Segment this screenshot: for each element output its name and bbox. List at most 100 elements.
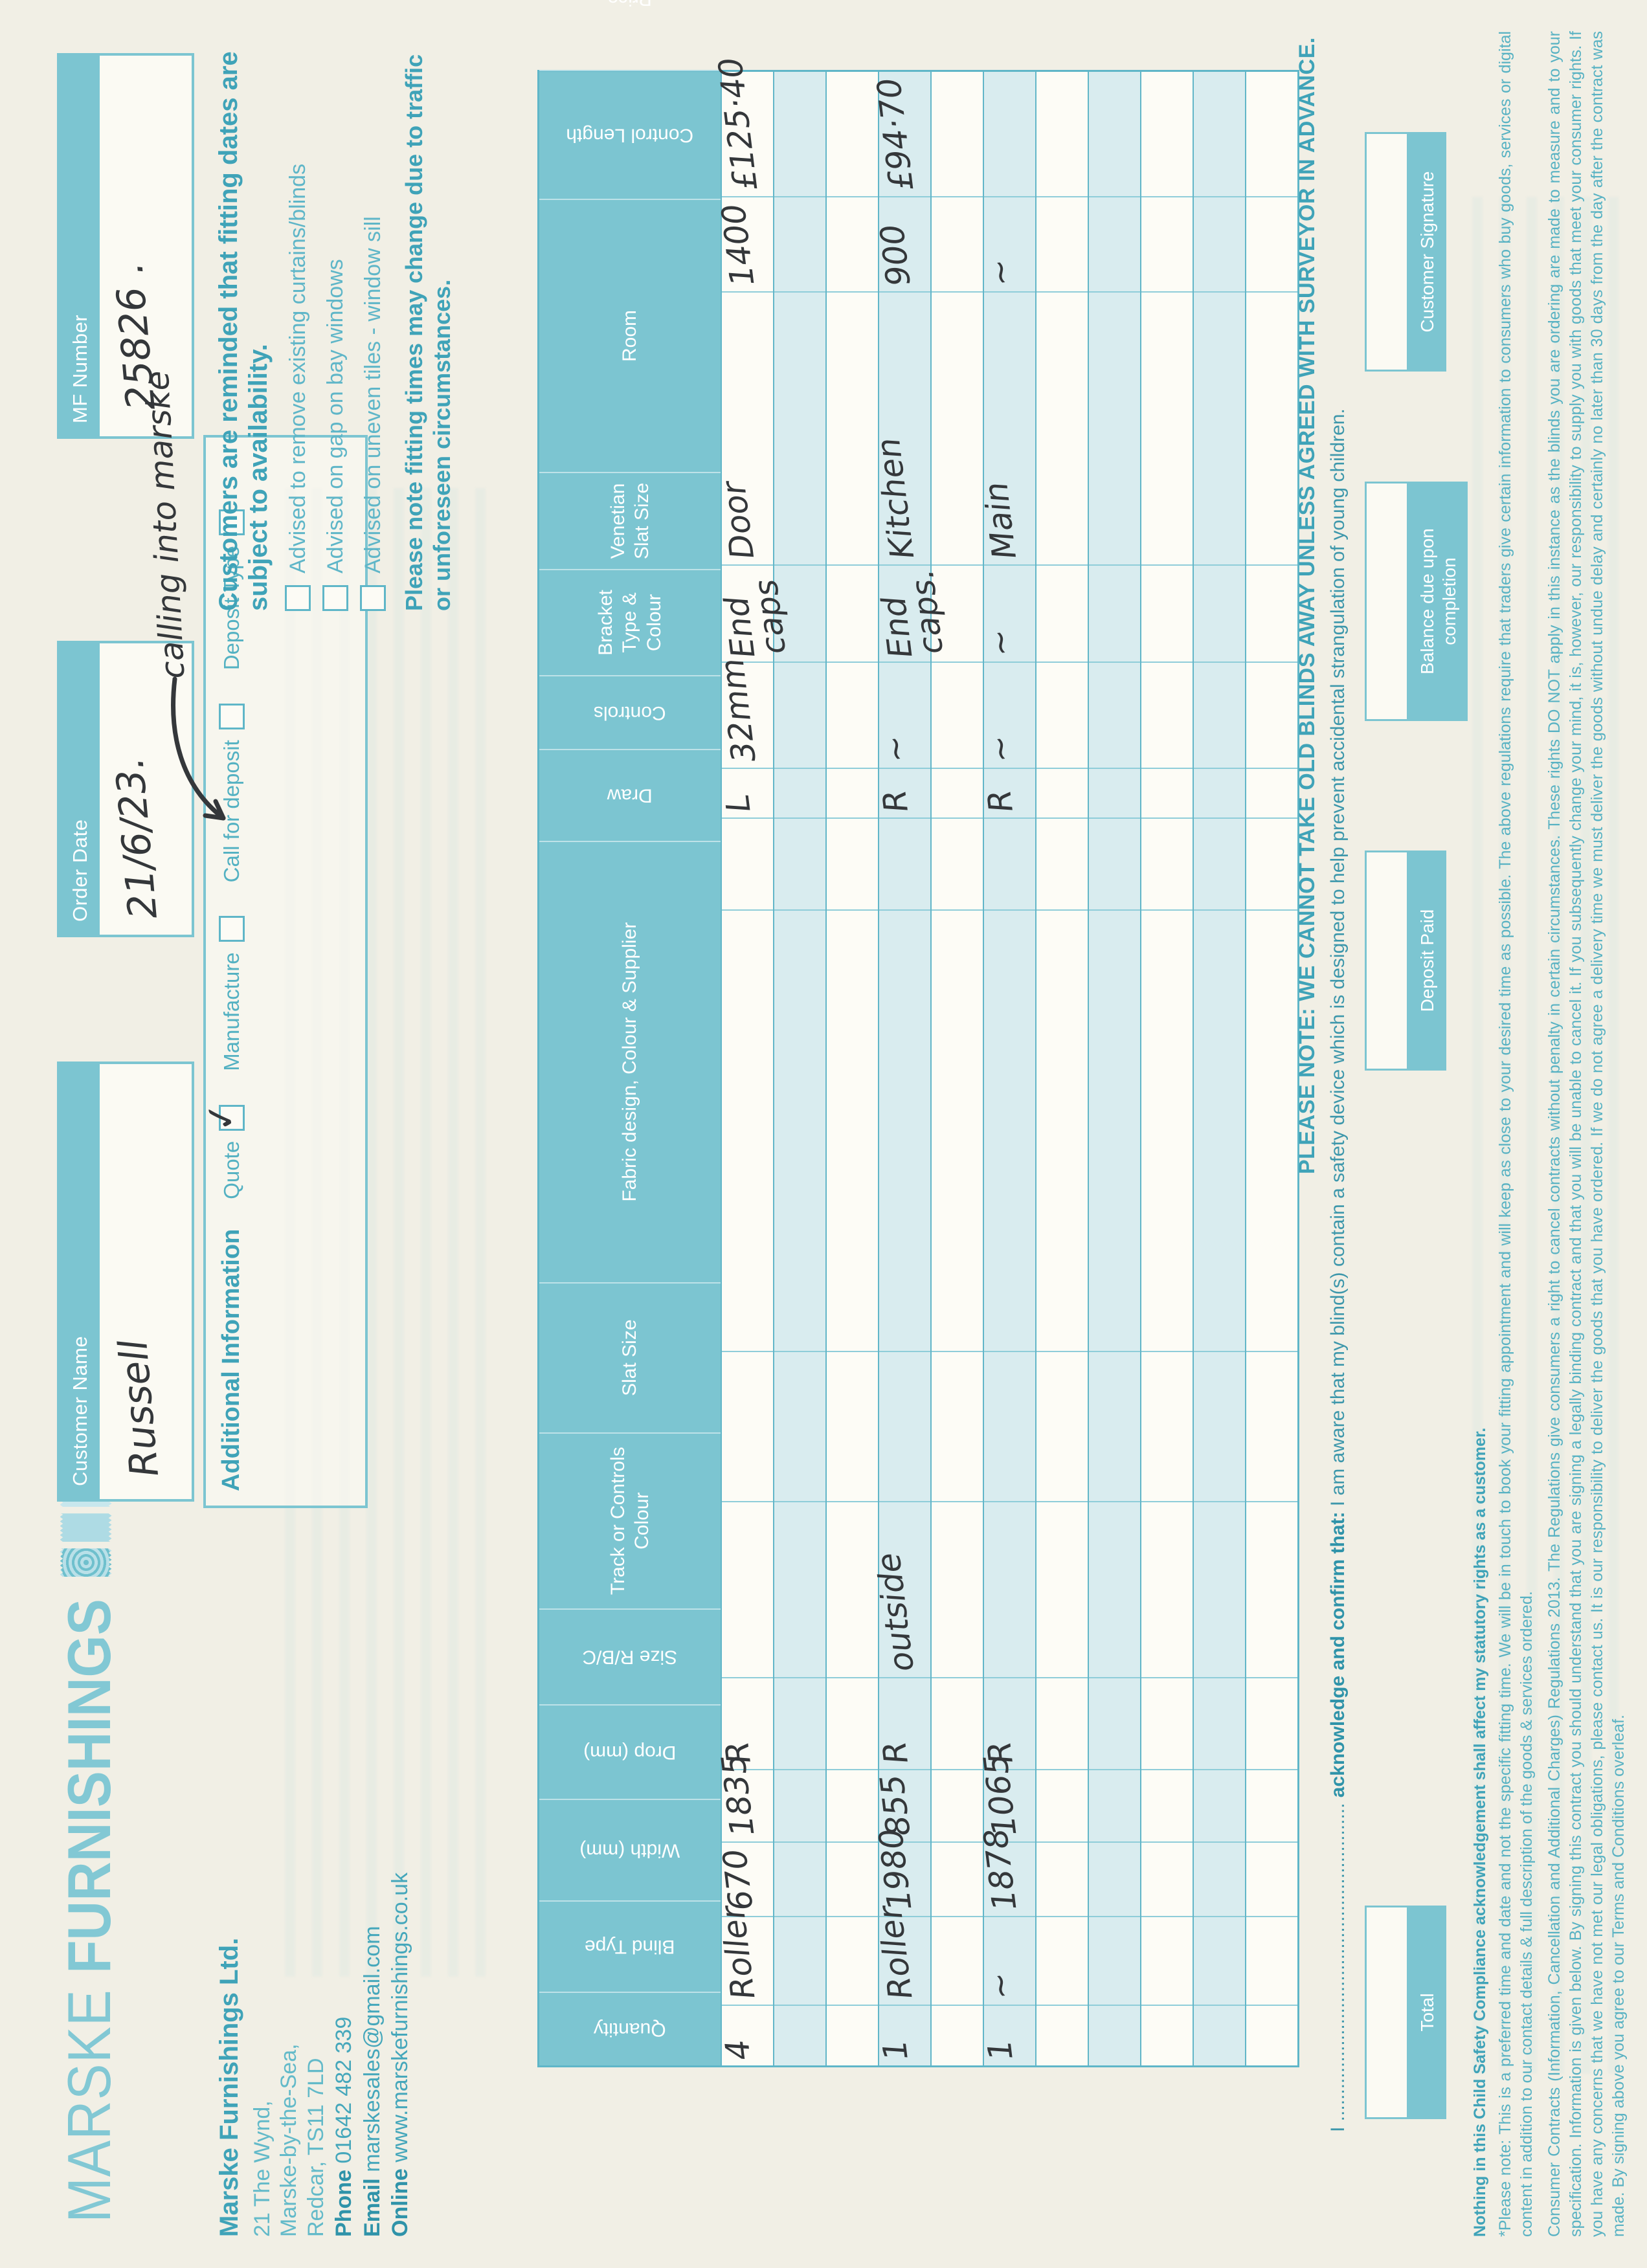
cell-room (1089, 291, 1140, 564)
cell-quantity: 1 (875, 2005, 930, 2065)
cell-width_mm (1194, 1841, 1245, 1916)
handwritten-value: 855 (873, 1772, 918, 1839)
cell-venetian (1246, 564, 1297, 662)
company-address-line: 21 The Wynd, (249, 2100, 274, 2237)
cell-bracket (1036, 662, 1088, 768)
cell-track_colour (984, 1501, 1035, 1677)
cell-track_colour (1089, 1501, 1140, 1677)
handwritten-value: L (718, 792, 758, 815)
order-table-header: Quantity Blind Type Width (mm) Drop (mm) Siz… (539, 0, 721, 2065)
handwritten-value: 900 (873, 222, 918, 289)
balance-due-box: Balance due upon completion (1365, 482, 1468, 721)
company-phone: Phone 01642 482 339 (331, 1873, 357, 2237)
cell-size_rbc (932, 1677, 983, 1769)
table-row (1193, 72, 1245, 2065)
column-header-label: Blind Type (585, 1936, 675, 1958)
cell-fabric (879, 909, 930, 1351)
column-header-blind_type: Blind Type (539, 1900, 721, 1992)
cell-controls: L (718, 768, 773, 817)
cell-slat_size (1089, 1351, 1140, 1501)
cell-draw (722, 817, 773, 909)
cell-blind_type (1141, 1916, 1193, 2005)
customer-name-label: Customer Name (60, 1064, 100, 1499)
cell-size_rbc (774, 1677, 825, 1769)
cell-draw (827, 817, 878, 909)
cell-room (1036, 291, 1088, 564)
cell-slat_size (1246, 1351, 1297, 1501)
cell-draw (879, 817, 930, 909)
cell-blind_type (774, 1916, 825, 2005)
handwritten-value: £94·70 (869, 76, 921, 193)
cell-venetian (1036, 564, 1088, 662)
handwritten-value: Roller (871, 1904, 920, 2002)
cell-blind_type (1036, 1916, 1088, 2005)
handwritten-value: End caps (717, 577, 793, 660)
total-field (1365, 1906, 1409, 2119)
cell-draw (1036, 817, 1088, 909)
cell-control_length (774, 196, 825, 291)
handwritten-value: 32mm (713, 656, 763, 765)
cell-bracket: ~ (980, 662, 1035, 768)
cell-track_colour (932, 1501, 983, 1677)
handwritten-value: 4 (718, 2037, 758, 2063)
table-row (1088, 72, 1140, 2065)
column-header-label: Drop (mm) (583, 1741, 677, 1763)
signature-dotted-line: ........................................… (1327, 1803, 1349, 2122)
company-info: Marske Furnishings Ltd. 21 The Wynd, Mar… (214, 1873, 414, 2237)
additional-info-options: Quote ✓ Manufacture Call for deposit Deposit… (196, 509, 245, 1199)
cell-slat_size (722, 1351, 773, 1501)
cell-control_length (827, 196, 878, 291)
balance-due-label: Balance due upon completion (1409, 482, 1468, 721)
column-header-label: Control Length (566, 124, 694, 146)
total-box: Total (1365, 1906, 1446, 2119)
cell-track_colour (1141, 1501, 1193, 1677)
column-header-label: Bracket Type & Colour (594, 590, 665, 656)
handwritten-value: ~ (980, 1970, 1021, 2002)
cell-controls (774, 768, 825, 817)
cell-fabric (984, 909, 1035, 1351)
handwritten-value: 670 (715, 1847, 761, 1913)
cell-room (774, 291, 825, 564)
cell-draw (984, 817, 1035, 909)
handwritten-value: ~ (875, 733, 916, 765)
logo-word-furnishings: FURNISHINGS (55, 1599, 124, 1973)
cell-quantity (932, 2005, 983, 2065)
cell-fabric (1246, 909, 1297, 1351)
company-website: Online www.marskefurnishings.co.uk (387, 1873, 414, 2237)
reminder-label: Advised on gap on bay windows (322, 259, 348, 573)
cell-drop_mm (1089, 1769, 1140, 1841)
company-name: Marske Furnishings Ltd. (215, 1937, 243, 2237)
fine-print-paragraph: *Please note: This is a preferred time a… (1496, 31, 1536, 2237)
reminder-label: Advised to remove existing curtains/blin… (285, 163, 310, 573)
handwritten-value: Door (714, 479, 762, 562)
cell-room (827, 291, 878, 564)
cell-slat_size (932, 1351, 983, 1501)
cell-room (932, 291, 983, 564)
cell-size_rbc: R (718, 1677, 773, 1769)
cell-width_mm (827, 1841, 878, 1916)
handwritten-tick: ✓ (196, 1097, 245, 1137)
logo-wordmark: MARSKE FURNISHINGS (54, 1599, 125, 2223)
checkbox (218, 916, 245, 942)
cell-width_mm (932, 1841, 983, 1916)
handwritten-value: Main (976, 480, 1024, 562)
ack-text: I am aware that my blind(s) contain a sa… (1327, 408, 1349, 1507)
cell-blind_type (1194, 1916, 1245, 2005)
cell-venetian (1141, 564, 1193, 662)
ack-bold: acknowledge and confirm that: (1327, 1511, 1349, 1798)
handwritten-value: Roller (713, 1904, 763, 2002)
cell-size_rbc: R (875, 1677, 930, 1769)
customer-name-box: Customer Name Russell (57, 1062, 194, 1502)
cell-size_rbc (1089, 1677, 1140, 1769)
column-header-label: Quantity (594, 2018, 666, 2040)
cell-venetian: ~ (980, 564, 1035, 662)
cell-width_mm: 670 (715, 1841, 773, 1916)
cell-fabric (932, 909, 983, 1351)
cell-track_colour (722, 1501, 773, 1677)
column-header-label: Track or Controls Colour (607, 1447, 653, 1595)
cell-room: Kitchen (869, 291, 930, 564)
reminders-note: Please note fitting times may change due… (401, 54, 456, 611)
column-header-quantity: Quantity (539, 1992, 721, 2065)
reminder-item: Advised to remove existing curtains/blin… (285, 41, 311, 611)
